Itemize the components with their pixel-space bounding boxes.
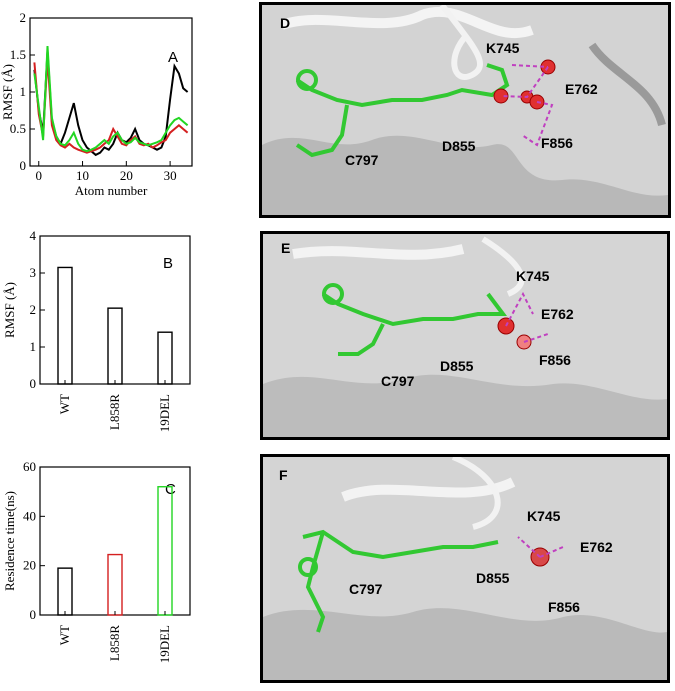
x-tick-label: 20 <box>120 168 133 183</box>
hbond-network <box>505 291 549 343</box>
y-axis-title: RMSF (Å) <box>2 282 17 338</box>
surface-highlight <box>292 244 465 260</box>
x-tick-label: L858R <box>107 625 122 661</box>
x-tick-label: 19DEL <box>157 625 172 663</box>
structure-panel-d: D K745 E762 D855 F856 C797 <box>259 2 671 218</box>
panel-letter: C <box>165 481 176 498</box>
y-tick-label: 1 <box>30 339 37 354</box>
bar-2 <box>157 486 173 616</box>
bar-0 <box>57 266 73 385</box>
residue-label-c797: C797 <box>345 152 379 168</box>
y-tick-label: 60 <box>23 459 36 474</box>
surface-shadow <box>263 374 667 437</box>
y-tick-label: 1.5 <box>10 47 26 62</box>
ligand-sticks <box>298 529 499 633</box>
chart-column: 0 0.5 1 1.5 2 RMSF (Å) A 0 10 20 30 Atom number 0 1 2 3… <box>0 0 250 686</box>
surface-highlight <box>280 6 534 39</box>
surface-shadow <box>262 135 668 215</box>
ribbon-loop <box>481 236 525 297</box>
x-tick-label: 19DEL <box>157 394 172 432</box>
hbond-network <box>500 64 554 147</box>
x-tick-label: 30 <box>164 168 177 183</box>
ribbon-loop <box>451 457 501 530</box>
x-tick-label: WT <box>57 394 72 414</box>
residue-label-k745: K745 <box>486 40 520 56</box>
residue-label-d855: D855 <box>476 570 510 586</box>
residue-label-e762: E762 <box>565 81 598 97</box>
residue-label-d855: D855 <box>442 138 476 154</box>
plot-frame <box>29 17 193 167</box>
residue-label-f856: F856 <box>548 599 580 615</box>
x-tick-label: 10 <box>76 168 89 183</box>
structure-image-f: F K745 E762 D855 F856 C797 <box>263 457 667 680</box>
residue-label-k745: K745 <box>527 508 561 524</box>
ligand-sticks <box>321 283 507 356</box>
structure-image-d: D K745 E762 D855 F856 C797 <box>262 5 668 215</box>
surface-shadow <box>263 608 667 680</box>
residue-label-e762: E762 <box>541 306 574 322</box>
y-tick-label: 0 <box>30 376 37 391</box>
x-tick-label: WT <box>57 625 72 645</box>
bar-0 <box>57 567 73 616</box>
y-tick-label: 0.5 <box>10 121 26 136</box>
x-tick-label: 0 <box>36 168 43 183</box>
x-tick-label: L858R <box>107 394 122 430</box>
series-line-2 <box>33 46 189 153</box>
bar-1 <box>107 307 123 385</box>
structure-panel-e: E K745 E762 D855 F856 C797 <box>260 231 670 440</box>
y-tick-label: 0 <box>20 158 27 173</box>
residue-label-k745: K745 <box>516 268 550 284</box>
x-axis-title: Atom number <box>75 183 148 198</box>
y-tick-label: 20 <box>23 558 36 573</box>
residue-label-f856: F856 <box>539 352 571 368</box>
structure-image-e: E K745 E762 D855 F856 C797 <box>263 234 667 437</box>
residue-label-d855: D855 <box>440 358 474 374</box>
y-axis-title: Residence time(ns) <box>2 491 17 591</box>
residue-label-c797: C797 <box>381 373 415 389</box>
ribbon-helix <box>588 42 666 127</box>
y-axis-title: RMSF (Å) <box>0 64 15 120</box>
bar-1 <box>107 553 123 616</box>
panel-letter: D <box>280 15 290 31</box>
y-tick-label: 2 <box>20 10 27 25</box>
residue-label-f856: F856 <box>541 135 573 151</box>
ribbon-loop <box>439 5 484 80</box>
y-tick-label: 4 <box>30 228 37 243</box>
y-tick-label: 2 <box>30 302 37 317</box>
water-molecules <box>497 317 532 350</box>
residue-label-c797: C797 <box>349 581 383 597</box>
y-tick-label: 0 <box>30 607 37 622</box>
y-tick-label: 40 <box>23 508 36 523</box>
residue-label-e762: E762 <box>580 539 613 555</box>
structure-panel-f: F K745 E762 D855 F856 C797 <box>260 454 670 683</box>
panel-letter: F <box>279 467 288 483</box>
panel-letter: E <box>281 240 290 256</box>
y-tick-label: 1 <box>20 84 27 99</box>
hbond-network <box>517 536 564 558</box>
y-tick-label: 3 <box>30 265 37 280</box>
panel-letter: A <box>168 49 178 66</box>
bar-2 <box>157 331 173 385</box>
ligand-sticks <box>295 63 510 158</box>
panel-letter: B <box>163 255 173 272</box>
